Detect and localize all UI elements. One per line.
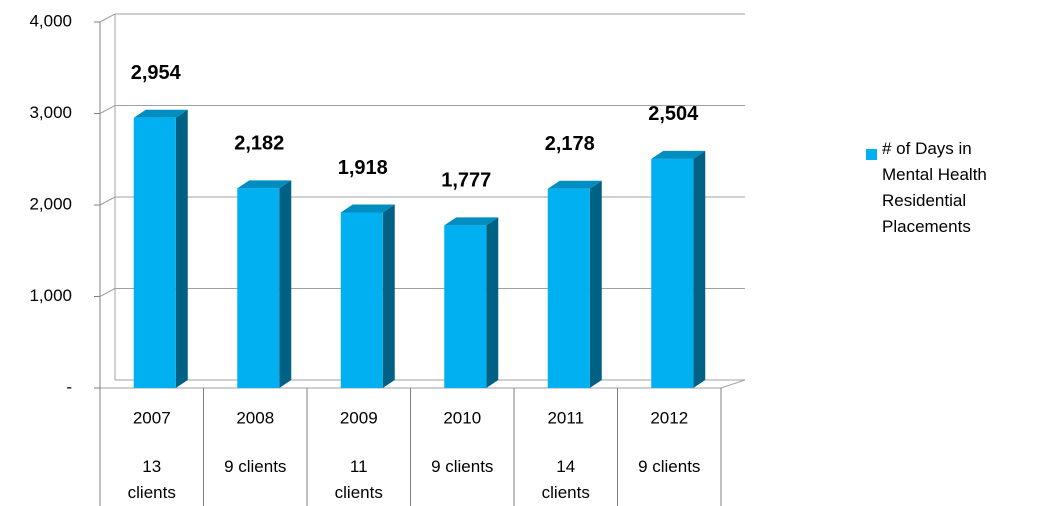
bar-side — [279, 180, 292, 388]
y-tick-label: 2,000 — [29, 194, 72, 213]
bar — [444, 225, 487, 388]
y-tick-label: 3,000 — [29, 103, 72, 122]
bar-top — [651, 150, 706, 159]
y-tick-label: - — [66, 377, 72, 396]
bar — [340, 212, 383, 388]
x-tick-label: 2008 — [236, 408, 274, 427]
bar-top — [444, 217, 499, 226]
bar — [547, 188, 590, 388]
y-tick-label: 1,000 — [29, 286, 72, 305]
legend-key — [866, 149, 877, 160]
grid-line-depth — [99, 105, 116, 114]
bar-side — [382, 204, 395, 388]
bar-top — [340, 204, 395, 213]
x-tick-label: 2011 — [547, 408, 584, 427]
bar — [651, 158, 694, 388]
bar — [237, 188, 280, 388]
x-tick-label: 2010 — [443, 408, 481, 427]
bar — [133, 117, 176, 389]
bar-top — [133, 109, 188, 118]
bar-top — [547, 180, 602, 189]
x-subcategory-label: 13 clients — [127, 457, 176, 502]
grid-line-depth — [99, 288, 116, 297]
y-tick-label: 4,000 — [29, 11, 72, 30]
legend-label: # of Days in Mental Health Residential P… — [882, 139, 987, 236]
value-label: 2,178 — [545, 133, 595, 155]
grid-line-depth — [99, 13, 116, 23]
x-tick-label: 2009 — [340, 408, 378, 427]
value-label: 1,918 — [338, 157, 388, 179]
x-subcategory-label: 9 clients — [638, 457, 701, 476]
x-subcategory-label: 9 clients — [431, 457, 494, 476]
x-subcategory-label: 9 clients — [224, 457, 287, 476]
bar-side — [693, 150, 706, 388]
value-label: 2,182 — [234, 133, 284, 155]
value-label: 1,777 — [441, 170, 491, 192]
bar-side — [486, 217, 499, 388]
floor — [100, 379, 746, 389]
x-subcategory-label: 11 clients — [334, 457, 383, 502]
bar-side — [175, 109, 188, 389]
x-tick-label: 2007 — [133, 408, 171, 427]
value-label: 2,504 — [648, 103, 699, 125]
value-label: 2,954 — [131, 62, 182, 84]
x-tick-label: 2012 — [650, 408, 688, 427]
bar-side — [589, 180, 602, 388]
grid-line-depth — [99, 196, 116, 206]
x-subcategory-label: 14 clients — [541, 457, 590, 502]
bar-top — [237, 180, 292, 189]
